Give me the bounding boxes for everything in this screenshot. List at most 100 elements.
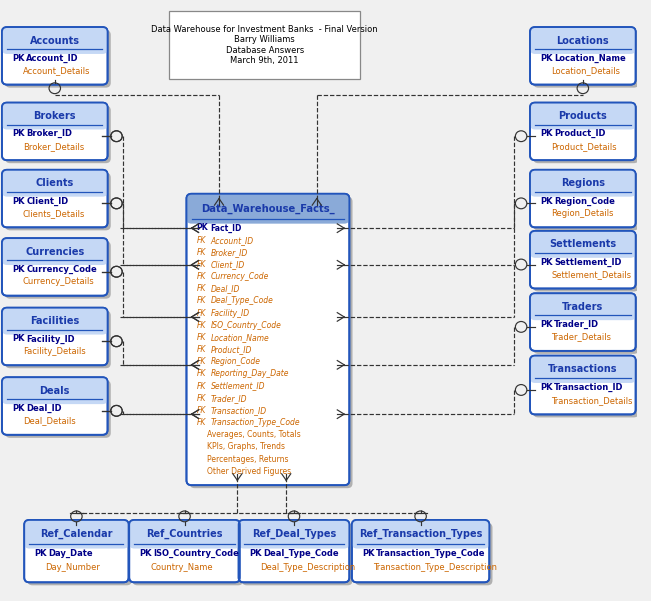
Text: Settlement_Details: Settlement_Details <box>551 270 631 279</box>
Text: Account_ID: Account_ID <box>211 236 254 245</box>
Text: PK: PK <box>540 383 553 392</box>
Text: Transaction_Type_Description: Transaction_Type_Description <box>373 563 497 572</box>
FancyBboxPatch shape <box>2 170 107 227</box>
FancyBboxPatch shape <box>530 356 635 383</box>
FancyBboxPatch shape <box>530 293 635 320</box>
FancyBboxPatch shape <box>27 523 132 585</box>
Text: Deal_Details: Deal_Details <box>23 416 76 426</box>
FancyBboxPatch shape <box>5 380 111 438</box>
Text: Deal_Type_Description: Deal_Type_Description <box>260 563 355 572</box>
Text: Deal_Type_Code: Deal_Type_Code <box>263 549 339 558</box>
FancyBboxPatch shape <box>2 103 107 160</box>
Text: FK: FK <box>197 260 206 269</box>
Text: Other Derived Figures: Other Derived Figures <box>208 467 292 476</box>
Text: PK: PK <box>12 129 25 138</box>
FancyBboxPatch shape <box>530 27 635 54</box>
Text: Transaction_ID: Transaction_ID <box>554 383 624 392</box>
Text: Settlement_ID: Settlement_ID <box>554 258 622 267</box>
Text: PK: PK <box>12 404 25 413</box>
FancyBboxPatch shape <box>533 234 639 291</box>
Text: Transaction_ID: Transaction_ID <box>211 406 267 415</box>
FancyBboxPatch shape <box>530 103 635 129</box>
Text: PK: PK <box>12 197 25 206</box>
Text: ISO_Country_Code: ISO_Country_Code <box>211 321 281 330</box>
Text: FK: FK <box>197 309 206 317</box>
Text: Clients_Details: Clients_Details <box>23 209 85 218</box>
FancyBboxPatch shape <box>186 194 350 485</box>
Text: Transaction_Details: Transaction_Details <box>551 395 633 404</box>
FancyBboxPatch shape <box>533 106 639 163</box>
Text: Region_Code: Region_Code <box>554 197 615 206</box>
Text: Settlements: Settlements <box>549 239 616 249</box>
Text: PK: PK <box>540 320 553 329</box>
FancyBboxPatch shape <box>2 238 107 296</box>
Text: Facility_ID: Facility_ID <box>26 334 75 344</box>
FancyBboxPatch shape <box>2 377 107 404</box>
Text: Locations: Locations <box>557 35 609 46</box>
Text: Trader_Details: Trader_Details <box>551 332 611 341</box>
Text: Product_ID: Product_ID <box>211 345 252 354</box>
Text: Clients: Clients <box>36 178 74 188</box>
Text: Product_Details: Product_Details <box>551 142 616 151</box>
FancyBboxPatch shape <box>2 103 107 129</box>
Text: Trader_ID: Trader_ID <box>554 320 600 329</box>
Text: PK: PK <box>249 549 261 558</box>
Text: Currencies: Currencies <box>25 246 85 257</box>
Text: Day_Date: Day_Date <box>48 549 93 558</box>
FancyBboxPatch shape <box>132 523 243 585</box>
FancyBboxPatch shape <box>533 359 639 418</box>
FancyBboxPatch shape <box>169 11 360 79</box>
FancyBboxPatch shape <box>2 27 107 54</box>
Text: FK: FK <box>197 394 206 403</box>
Text: FK: FK <box>197 418 206 427</box>
Text: PK: PK <box>12 335 25 343</box>
Text: Fact_ID: Fact_ID <box>211 224 242 233</box>
Text: Location_Name: Location_Name <box>554 53 626 63</box>
FancyBboxPatch shape <box>2 238 107 265</box>
Text: FK: FK <box>197 345 206 354</box>
FancyBboxPatch shape <box>2 308 107 365</box>
FancyBboxPatch shape <box>5 172 111 230</box>
Text: Deal_ID: Deal_ID <box>211 284 240 293</box>
Text: FK: FK <box>197 248 206 257</box>
FancyBboxPatch shape <box>530 170 635 227</box>
FancyBboxPatch shape <box>2 27 107 85</box>
FancyBboxPatch shape <box>2 308 107 335</box>
Text: FK: FK <box>197 321 206 330</box>
Text: PK: PK <box>139 549 152 558</box>
Text: PK: PK <box>362 549 374 558</box>
FancyBboxPatch shape <box>533 172 639 230</box>
Text: Ref_Calendar: Ref_Calendar <box>40 529 113 539</box>
Text: Day_Number: Day_Number <box>45 563 100 572</box>
FancyBboxPatch shape <box>530 103 635 160</box>
Text: Country_Name: Country_Name <box>150 563 213 572</box>
Text: Account_ID: Account_ID <box>26 53 79 63</box>
Text: FK: FK <box>197 357 206 366</box>
Text: Region_Code: Region_Code <box>211 357 260 366</box>
FancyBboxPatch shape <box>186 194 350 224</box>
Text: Facility_Details: Facility_Details <box>23 347 86 356</box>
Text: FK: FK <box>197 370 206 379</box>
FancyBboxPatch shape <box>533 30 639 88</box>
FancyBboxPatch shape <box>24 520 129 549</box>
Text: Deals: Deals <box>40 386 70 395</box>
Text: Facilities: Facilities <box>30 316 79 326</box>
Text: FK: FK <box>197 284 206 293</box>
Text: Location_Name: Location_Name <box>211 333 270 342</box>
Text: Currency_Details: Currency_Details <box>23 277 94 286</box>
Text: Account_Details: Account_Details <box>23 66 90 75</box>
FancyBboxPatch shape <box>242 523 353 585</box>
Text: PK: PK <box>12 54 25 63</box>
FancyBboxPatch shape <box>189 197 353 488</box>
FancyBboxPatch shape <box>239 520 350 549</box>
FancyBboxPatch shape <box>352 520 490 549</box>
Text: KPIs, Graphs, Trends: KPIs, Graphs, Trends <box>208 442 286 451</box>
FancyBboxPatch shape <box>355 523 493 585</box>
Text: Reporting_Day_Date: Reporting_Day_Date <box>211 370 289 379</box>
Text: Traders: Traders <box>562 302 603 312</box>
FancyBboxPatch shape <box>24 520 129 582</box>
FancyBboxPatch shape <box>530 170 635 197</box>
Text: Transactions: Transactions <box>548 364 618 374</box>
Text: Data_Warehouse_Facts_: Data_Warehouse_Facts_ <box>201 204 335 214</box>
Text: FK: FK <box>197 333 206 342</box>
